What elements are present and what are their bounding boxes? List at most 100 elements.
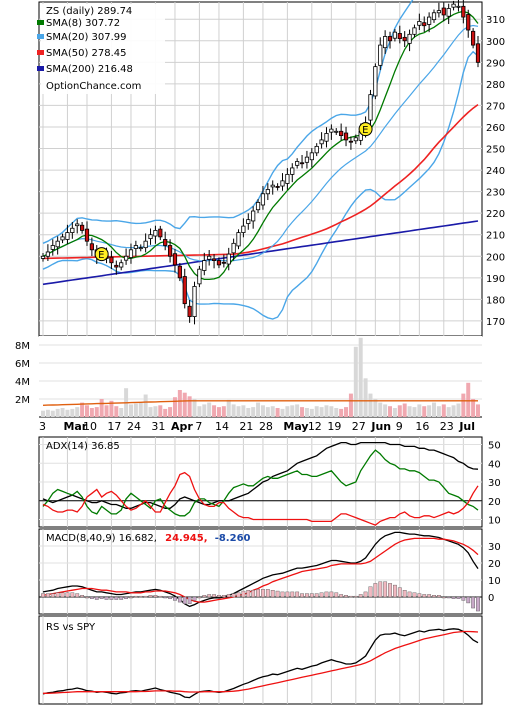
sma8-line	[42, 10, 479, 281]
volume-bar	[378, 402, 383, 417]
macd-histogram-bar	[153, 595, 158, 598]
sma20-line	[42, 24, 479, 262]
volume-bar	[329, 406, 334, 417]
candle-body	[202, 260, 207, 271]
macd-histogram-bar	[89, 596, 94, 599]
volume-bar	[471, 399, 476, 417]
macd-histogram-bar	[285, 591, 290, 598]
candle-body	[192, 286, 197, 318]
macd-histogram-bar	[202, 595, 207, 598]
candle-body	[231, 242, 236, 254]
macd-histogram-bar	[451, 596, 456, 599]
price-tick-label: 180	[486, 295, 505, 306]
macd-histogram-bar	[329, 591, 334, 598]
candle-body	[417, 20, 422, 26]
macd-histogram-bar	[432, 595, 436, 598]
candle-body	[226, 253, 231, 265]
volume-bar	[143, 394, 148, 417]
macd-histogram-bar	[246, 590, 251, 598]
macd-histogram-bar	[148, 595, 153, 598]
macd-title: MACD(8,40,9) 16.682, 24.945, -8.260	[46, 533, 251, 544]
volume-bar	[256, 402, 261, 417]
macd-histogram-bar	[476, 596, 480, 612]
volume-bar	[407, 406, 412, 417]
adx-title-text: ADX(14) 36.85	[46, 441, 120, 452]
macd-histogram-bar	[192, 596, 197, 601]
volume-bar	[109, 400, 114, 417]
candle-body	[270, 184, 275, 188]
legend-swatch-sma50	[37, 50, 44, 55]
candle-body	[70, 227, 75, 233]
volume-bar	[236, 406, 241, 417]
macd-histogram-bar	[94, 596, 99, 600]
candle-body	[207, 255, 212, 260]
macd-histogram-bar	[290, 591, 295, 598]
macd-histogram-bar	[50, 593, 55, 598]
macd-histogram-bar	[261, 589, 265, 598]
candle-body	[241, 225, 246, 233]
candle-body	[295, 161, 300, 166]
volume-bar	[402, 403, 407, 417]
candle-body	[397, 33, 402, 40]
candle-body	[407, 33, 412, 44]
macd-histogram-bar	[182, 596, 187, 604]
volume-bar	[241, 405, 246, 417]
macd-title-text: MACD(8,40,9) 16.682,	[46, 533, 157, 544]
macd-histogram-bar	[75, 593, 80, 598]
rs-series-line-0	[42, 628, 479, 699]
volume-bar	[114, 406, 119, 417]
macd-histogram-bar	[466, 596, 471, 604]
macd-histogram-bar	[402, 590, 407, 598]
volume-bar	[417, 404, 422, 417]
macd-histogram-bar	[368, 586, 373, 598]
candle-body	[285, 173, 290, 184]
candle-body	[148, 234, 153, 240]
volume-bar	[80, 402, 85, 417]
volume-bar	[70, 408, 75, 417]
volume-bar	[104, 405, 109, 417]
volume-bar	[163, 408, 168, 417]
candle-body	[378, 44, 383, 66]
volume-bar	[172, 397, 177, 417]
volume-bar	[412, 407, 417, 417]
macd-histogram-bar	[358, 594, 363, 598]
price-tick-label: 280	[486, 80, 505, 91]
macd-histogram-bar	[70, 592, 75, 598]
candle-body	[89, 243, 94, 251]
candle-body	[123, 255, 129, 261]
candle-body	[461, 5, 466, 18]
legend-swatch-sma20	[37, 34, 44, 39]
volume-bar	[348, 393, 353, 417]
candle-body	[436, 10, 441, 14]
volume-bar	[138, 402, 143, 417]
macd-histogram-bar	[393, 584, 397, 598]
volume-bar	[246, 408, 251, 417]
volume-bar	[45, 409, 50, 417]
adx-series-line-1	[42, 449, 479, 517]
svg-text:MACD(8,40,9) 16.682, 24.: MACD(8,40,9) 16.682, 24.945, -8.260	[46, 533, 251, 544]
candle-body	[172, 253, 178, 266]
date-tick-label: 7	[195, 420, 202, 433]
volume-bar	[358, 337, 363, 417]
volume-bar	[50, 410, 55, 417]
candle-body	[255, 201, 261, 211]
macd-histogram-bar	[85, 596, 89, 599]
candle-body	[383, 36, 388, 49]
date-tick-label: 10	[83, 420, 97, 433]
candle-body	[431, 12, 437, 21]
macd-histogram-bar	[45, 593, 50, 598]
date-tick-label: May	[283, 420, 308, 433]
macd-series-line-0	[42, 531, 479, 608]
price-tick-label: 270	[486, 101, 505, 112]
candle-body	[275, 186, 280, 188]
adx-tick-label: 30	[488, 478, 501, 489]
candle-body	[211, 258, 217, 261]
candle-body	[197, 268, 202, 285]
candle-body	[373, 66, 378, 97]
volume-panel-bg	[39, 336, 482, 417]
volume-bar	[432, 402, 437, 417]
candle-body	[114, 264, 119, 268]
volume-bar	[476, 404, 480, 417]
macd-histogram-bar	[295, 591, 300, 598]
